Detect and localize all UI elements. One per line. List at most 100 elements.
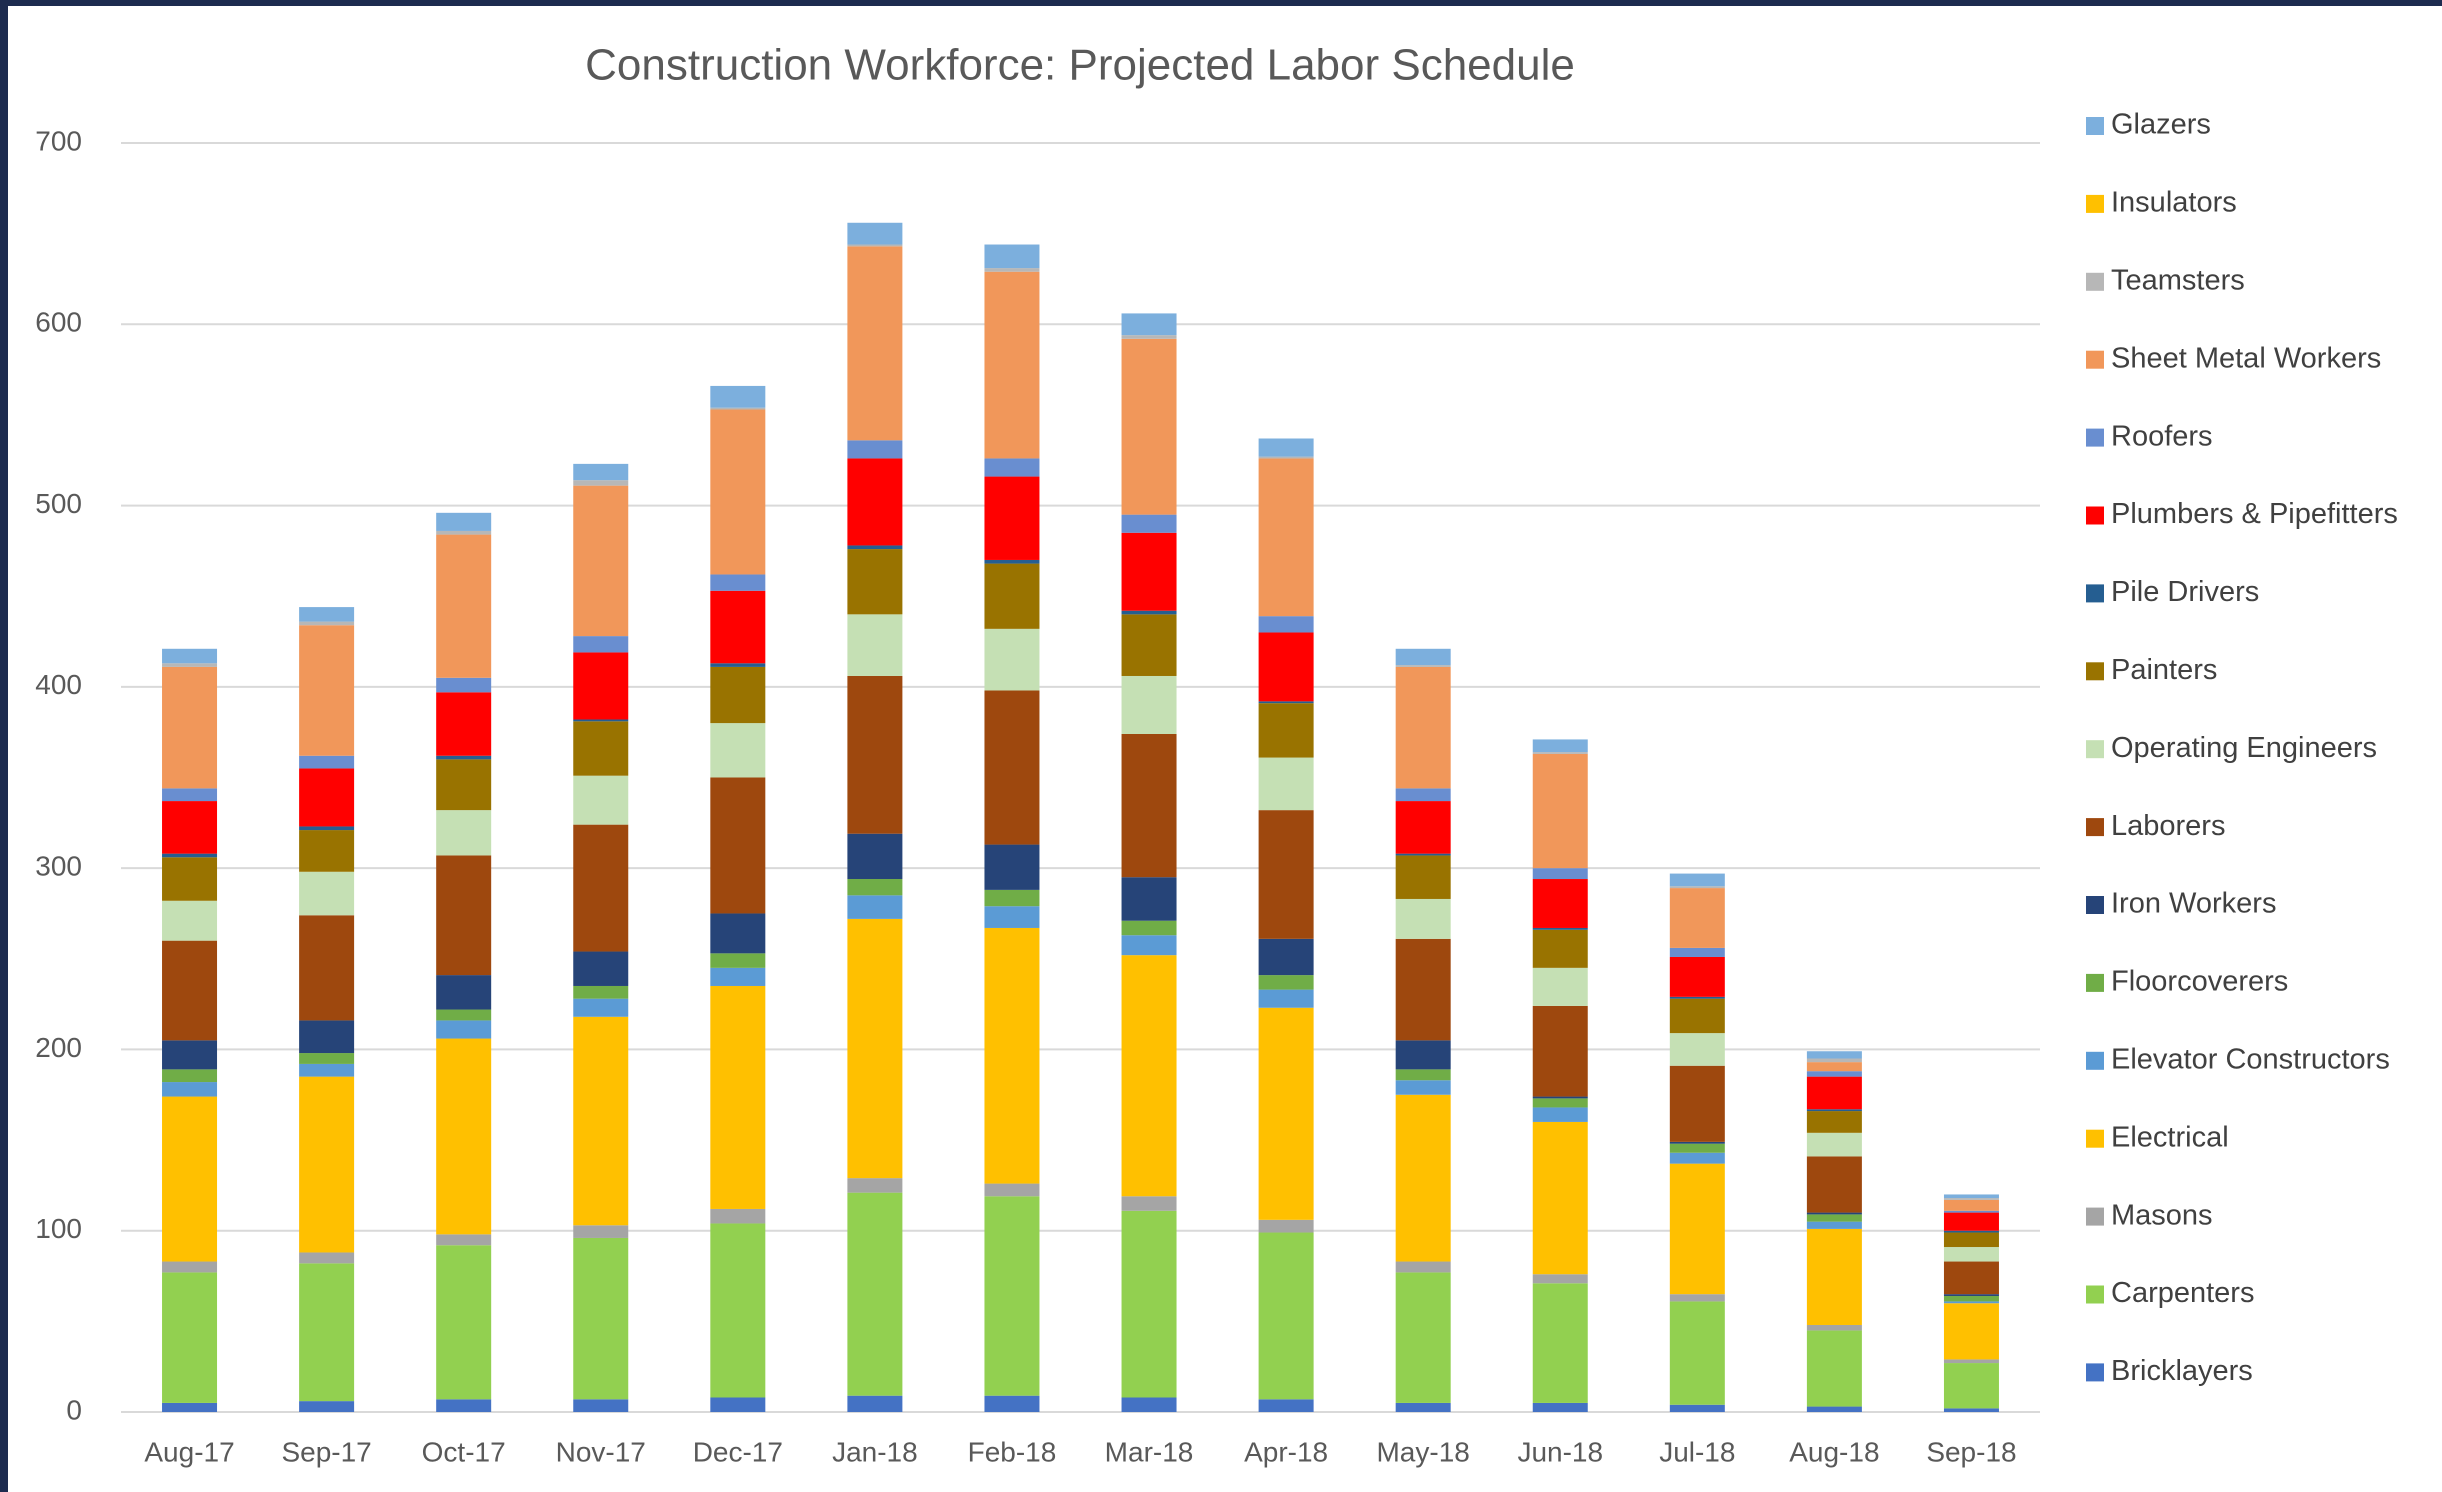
bar-segment — [162, 1040, 218, 1070]
bar-segment — [162, 857, 218, 901]
bar-segment — [847, 440, 903, 459]
bar-segment — [710, 1397, 766, 1412]
bar-segment — [573, 985, 629, 999]
bar-segment — [436, 1234, 492, 1246]
bar-segment — [299, 830, 355, 872]
bar-segment — [1669, 1065, 1725, 1142]
bar-segment — [984, 271, 1040, 459]
bar-segment — [1532, 752, 1588, 754]
bar-segment — [1395, 801, 1451, 854]
bar-segment — [436, 692, 492, 756]
bar-segment — [436, 810, 492, 856]
bar-segment — [984, 244, 1040, 269]
bar-segment — [1395, 1094, 1451, 1262]
x-tick-label: Feb-18 — [968, 1436, 1057, 1467]
bar-segment — [847, 458, 903, 546]
bar-segment — [573, 480, 629, 486]
bar-segment — [1943, 1232, 1999, 1248]
legend-label: Laborers — [2111, 810, 2225, 842]
bar-segment — [1121, 338, 1177, 515]
bar-segment — [1806, 1109, 1862, 1112]
legend-swatch — [2086, 584, 2104, 603]
bar-segment — [1669, 956, 1725, 997]
bar-segment — [162, 1069, 218, 1083]
bar-segment — [299, 1076, 355, 1253]
bar-segment — [1669, 873, 1725, 887]
bar-segment — [573, 463, 629, 481]
bar-segment — [1943, 1198, 1999, 1200]
bar-segment — [710, 723, 766, 778]
bar-segment — [436, 1245, 492, 1400]
legend-swatch — [2086, 117, 2104, 135]
bar-segment — [1395, 666, 1451, 789]
legend-swatch — [2086, 1051, 2104, 1070]
bar-segment — [1121, 733, 1177, 878]
bar-segment — [710, 574, 766, 591]
bar-segment — [162, 1402, 218, 1412]
bar-segment — [573, 1016, 629, 1226]
bar-segment — [1669, 1404, 1725, 1412]
bar-segment — [847, 895, 903, 919]
bar-segment — [1121, 1397, 1177, 1412]
bar-segment — [573, 721, 629, 776]
bar-segment — [1258, 989, 1314, 1008]
bar-segment — [1395, 1080, 1451, 1095]
bar-segment — [436, 755, 492, 760]
bar-segment — [299, 1252, 355, 1264]
bar-segment — [847, 675, 903, 834]
bar-segment — [984, 628, 1040, 691]
bar-segment — [162, 788, 218, 802]
bar-segment — [1943, 1210, 1999, 1213]
bar-segment — [1669, 1141, 1725, 1144]
legend-swatch — [2086, 1129, 2104, 1148]
bar-segment — [436, 677, 492, 693]
bar-segment — [1532, 1005, 1588, 1097]
bar-segment — [299, 826, 355, 831]
bar-segment — [162, 1082, 218, 1097]
bar-segment — [710, 407, 766, 410]
bar-segment — [162, 1272, 218, 1403]
bar-segment — [299, 871, 355, 916]
bar-segment — [1532, 1274, 1588, 1284]
bar-segment — [1258, 938, 1314, 976]
bar-segment — [1806, 1228, 1862, 1325]
legend-swatch — [2086, 428, 2104, 447]
bar-segment — [1806, 1406, 1862, 1412]
bar-segment — [1121, 532, 1177, 611]
bar-segment — [1806, 1132, 1862, 1157]
x-tick-label: Nov-17 — [556, 1436, 646, 1467]
bar-segment — [436, 1020, 492, 1039]
bar-segment — [1806, 1214, 1862, 1222]
bar-segment — [847, 1178, 903, 1193]
bar-segment — [299, 1053, 355, 1064]
bar-segment — [1395, 1272, 1451, 1403]
bar-segment — [162, 801, 218, 854]
bar-segment — [1395, 665, 1451, 667]
bar-segment — [1943, 1363, 1999, 1409]
bar-segment — [1943, 1295, 1999, 1302]
bar-segment — [1806, 1221, 1862, 1229]
bar-segment — [436, 855, 492, 976]
legend-swatch — [2086, 350, 2104, 369]
bar-segment — [984, 476, 1040, 560]
legend-label: Insulators — [2111, 187, 2237, 219]
y-tick-label: 0 — [66, 1394, 82, 1425]
bar-segment — [1532, 967, 1588, 1006]
bar-segment — [1258, 810, 1314, 939]
bar-segment — [1121, 1210, 1177, 1398]
bar-segment — [710, 913, 766, 954]
bar-segment — [573, 1225, 629, 1238]
bar-segment — [299, 768, 355, 827]
legend-swatch — [2086, 662, 2104, 681]
chart-title: Construction Workforce: Projected Labor … — [585, 41, 1575, 90]
legend-label: Electrical — [2111, 1121, 2229, 1153]
bar-segment — [1943, 1247, 1999, 1262]
bar-segment — [984, 844, 1040, 890]
x-tick-label: Dec-17 — [693, 1436, 783, 1467]
bar-segment — [436, 759, 492, 811]
bar-segment — [299, 915, 355, 1021]
bar-segment — [1258, 458, 1314, 617]
legend-label: Floorcoverers — [2111, 966, 2288, 998]
bar-segment — [1395, 853, 1451, 856]
